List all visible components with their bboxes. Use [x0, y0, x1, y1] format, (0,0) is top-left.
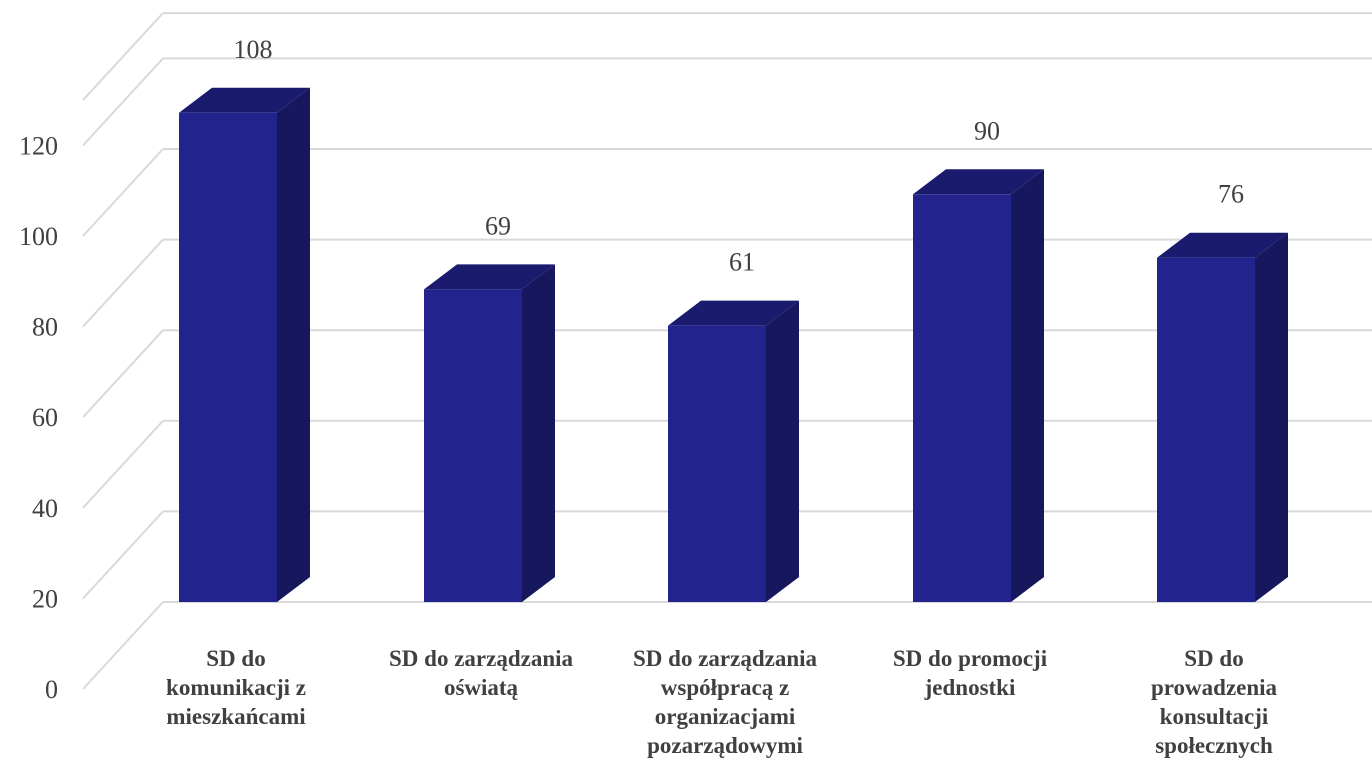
- gridline-diag-100: [82, 148, 164, 237]
- bar-top-face: [1157, 232, 1288, 258]
- y-axis-ticks: 0 20 40 60 80 100 120: [19, 131, 58, 704]
- y-tick-label: 80: [32, 313, 58, 342]
- gridline-diag-80: [82, 238, 164, 328]
- category-labels: SD do komunikacji z mieszkańcami SD do zarz…: [166, 646, 1278, 758]
- gridline-diag-0: [82, 601, 164, 690]
- bar-side-face: [1255, 232, 1288, 602]
- data-label: 90: [974, 116, 1000, 145]
- bar: [913, 169, 1044, 603]
- bar: [1157, 232, 1288, 602]
- gridline-diag-40: [82, 420, 164, 509]
- gridline-diag-60: [82, 329, 164, 418]
- y-tick-label: 60: [32, 403, 58, 432]
- bar-side-face: [522, 264, 555, 602]
- category-label: SD do promocji jednostki: [893, 646, 1048, 700]
- data-label: 76: [1218, 180, 1244, 209]
- bar-top-face: [424, 264, 555, 290]
- bar-side-face: [766, 300, 799, 602]
- bar-front-face: [179, 112, 277, 602]
- bar-front-face: [913, 194, 1011, 603]
- bar-front-face: [668, 325, 766, 602]
- bar-top-face: [179, 87, 310, 113]
- bar-top-face: [913, 169, 1044, 195]
- data-label: 108: [234, 35, 273, 64]
- category-label: SD do komunikacji z mieszkańcami: [166, 646, 306, 729]
- category-label: SD do zarządzania oświatą: [389, 646, 574, 700]
- gridline-diag-top: [82, 12, 164, 101]
- bar-front-face: [424, 289, 522, 602]
- bar: [424, 264, 555, 602]
- data-labels: 108 69 61 90 76: [234, 35, 1245, 277]
- y-tick-label: 120: [19, 131, 58, 160]
- gridline-diag-120: [82, 57, 164, 147]
- y-tick-label: 40: [32, 494, 58, 523]
- bar-side-face: [277, 87, 310, 602]
- y-tick-label: 0: [45, 675, 58, 704]
- category-label: SD do zarządzania współpracą z organizacja…: [633, 646, 818, 758]
- bar: [179, 87, 310, 602]
- bar: [668, 300, 799, 602]
- data-label: 69: [485, 211, 511, 240]
- category-label: SD do prowadzenia konsultacji społecznych: [1151, 646, 1278, 758]
- bar-front-face: [1157, 257, 1255, 602]
- bar-side-face: [1011, 169, 1044, 603]
- data-label: 61: [729, 248, 755, 277]
- bars: [179, 87, 1288, 603]
- bar-top-face: [668, 300, 799, 326]
- gridline-diag-20: [82, 510, 164, 600]
- y-tick-label: 20: [32, 584, 58, 613]
- y-tick-label: 100: [19, 222, 58, 251]
